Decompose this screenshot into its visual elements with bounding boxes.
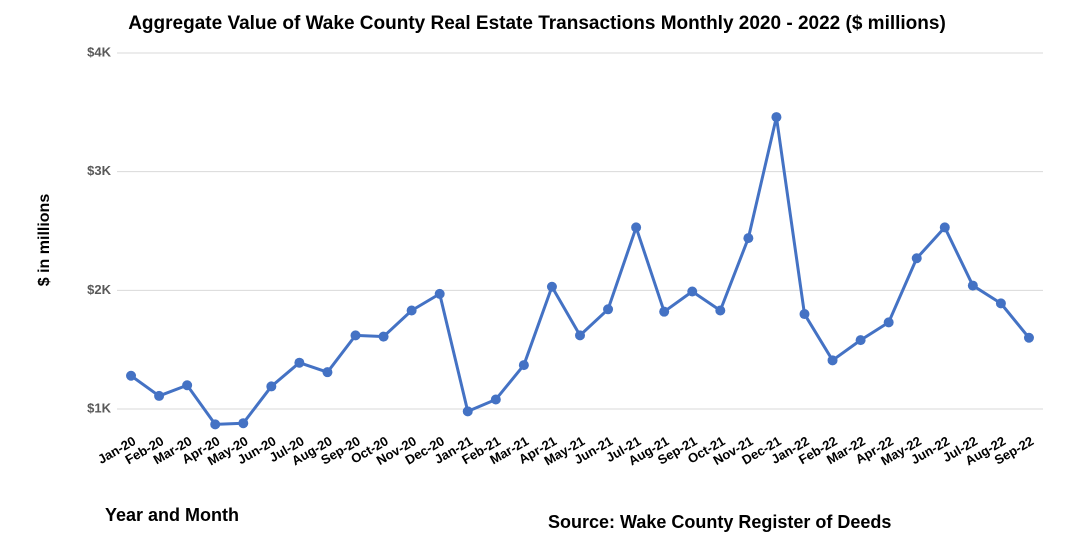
- point: [350, 330, 361, 341]
- point: [603, 304, 614, 315]
- point: [827, 355, 838, 366]
- y-tick-label: $3K: [87, 163, 111, 178]
- point: [743, 233, 754, 244]
- x-axis-title: Year and Month: [105, 505, 239, 525]
- point: [238, 418, 249, 429]
- y-tick-label: $2K: [87, 282, 111, 297]
- point: [126, 370, 137, 381]
- point: [322, 367, 333, 378]
- point: [406, 305, 417, 316]
- point: [266, 381, 277, 392]
- point: [434, 288, 445, 299]
- point: [855, 335, 866, 346]
- y-tick-label: $1K: [87, 400, 111, 415]
- point: [490, 394, 501, 405]
- point: [1023, 332, 1034, 343]
- point: [715, 305, 726, 316]
- point: [182, 380, 193, 391]
- point: [631, 222, 642, 233]
- y-axis-title: $ in millions: [36, 194, 53, 287]
- point: [546, 281, 557, 292]
- point: [883, 317, 894, 328]
- point: [378, 331, 389, 342]
- point: [462, 406, 473, 417]
- point: [967, 280, 978, 291]
- source-note: Source: Wake County Register of Deeds: [548, 512, 891, 532]
- chart-title: Aggregate Value of Wake County Real Esta…: [128, 13, 946, 34]
- y-tick-label: $4K: [87, 44, 111, 59]
- point: [154, 390, 165, 401]
- point: [911, 253, 922, 264]
- point: [687, 286, 698, 297]
- point: [799, 309, 810, 320]
- point: [939, 222, 950, 233]
- point: [771, 112, 782, 123]
- point: [995, 298, 1006, 309]
- point: [659, 306, 670, 317]
- point: [294, 357, 305, 368]
- series-line: [130, 115, 1031, 426]
- point: [575, 330, 585, 341]
- point: [210, 419, 221, 430]
- point: [518, 360, 529, 371]
